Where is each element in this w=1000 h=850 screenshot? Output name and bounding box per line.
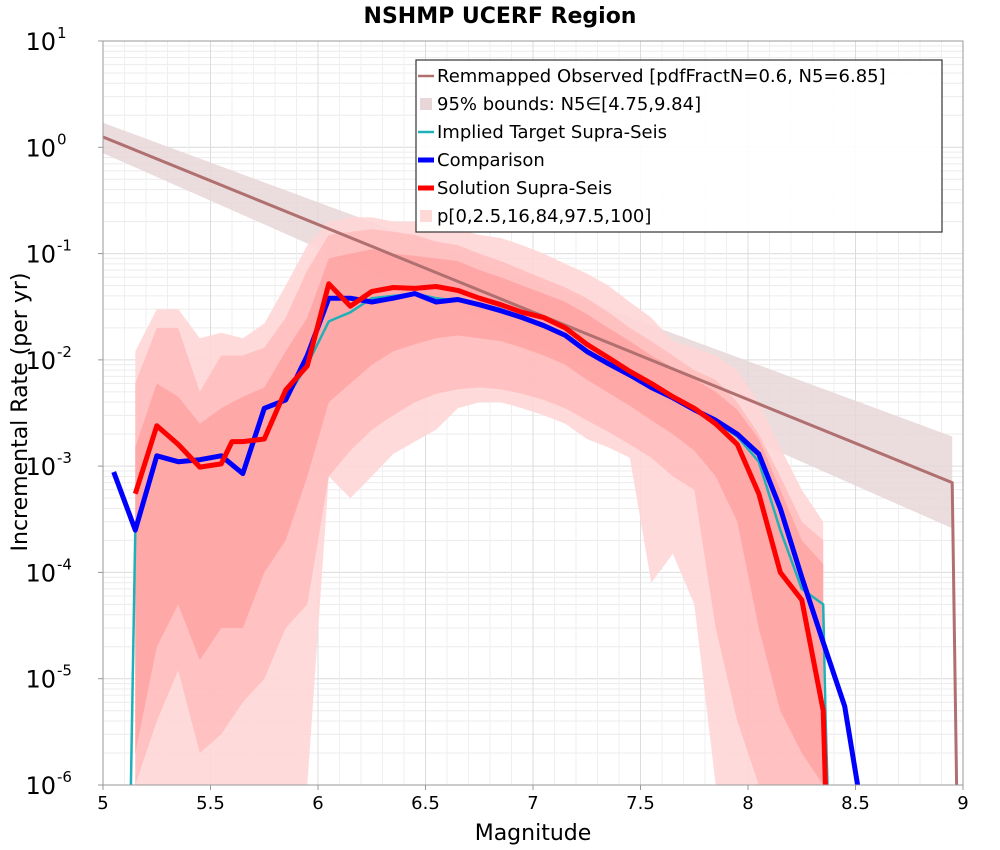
legend-box <box>415 59 943 233</box>
legend-label: Remmapped Observed [pdfFractN=0.6, N5=6.… <box>437 66 886 87</box>
legend-label: p[0,2.5,16,84,97.5,100] <box>437 206 651 227</box>
y-tick-label: 10 <box>25 772 56 800</box>
y-tick-label: 10 <box>25 28 56 56</box>
chart-title: NSHMP UCERF Region <box>364 4 637 29</box>
y-tick-exponent: -4 <box>57 555 72 573</box>
legend-label: Solution Supra-Seis <box>437 178 612 199</box>
x-tick-label: 6 <box>312 793 323 814</box>
y-tick-label: 10 <box>25 347 56 375</box>
y-tick-exponent: -6 <box>57 768 72 786</box>
y-tick-exponent: 0 <box>57 130 67 148</box>
x-tick-label: 5 <box>97 793 108 814</box>
legend: Remmapped Observed [pdfFractN=0.6, N5=6.… <box>415 59 943 233</box>
series-line <box>103 135 959 785</box>
y-tick-label: 10 <box>25 559 56 587</box>
y-tick-label: 10 <box>25 134 56 162</box>
x-tick-label: 7.5 <box>626 793 655 814</box>
y-tick-exponent: -3 <box>57 449 72 467</box>
y-tick-exponent: -1 <box>57 237 72 255</box>
y-tick-label: 10 <box>25 453 56 481</box>
y-axis-label: Incremental Rate (per yr) <box>8 273 33 552</box>
x-tick-label: 9 <box>957 793 968 814</box>
legend-label: Comparison <box>437 150 545 171</box>
legend-label: Implied Target Supra-Seis <box>437 122 667 143</box>
y-tick-exponent: -2 <box>57 343 72 361</box>
x-axis-ticks: 5 5.5 6 6.5 7 7.5 8 8.5 9 <box>97 785 969 814</box>
y-tick-label: 10 <box>25 666 56 694</box>
legend-label: 95% bounds: N5∈[4.75,9.84] <box>437 94 701 115</box>
x-axis-label: Magnitude <box>475 821 592 846</box>
x-tick-label: 5.5 <box>196 793 225 814</box>
x-tick-label: 8.5 <box>841 793 870 814</box>
x-tick-label: 6.5 <box>411 793 440 814</box>
y-tick-exponent: -5 <box>57 662 72 680</box>
series-line <box>111 291 861 785</box>
y-tick-label: 10 <box>25 241 56 269</box>
x-tick-label: 8 <box>742 793 753 814</box>
x-tick-label: 7 <box>527 793 538 814</box>
legend-swatch <box>420 210 432 222</box>
series-layer <box>103 135 959 785</box>
y-tick-exponent: 1 <box>57 24 67 42</box>
series-line <box>132 281 828 785</box>
legend-swatch <box>420 98 432 110</box>
